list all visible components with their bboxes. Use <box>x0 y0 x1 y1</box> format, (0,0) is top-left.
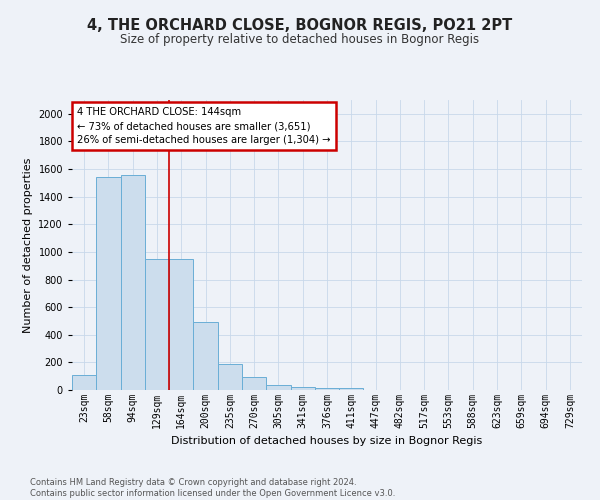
Bar <box>96 178 121 390</box>
Bar <box>242 377 266 390</box>
Bar <box>290 386 315 390</box>
Bar <box>145 259 169 390</box>
Text: 4 THE ORCHARD CLOSE: 144sqm
← 73% of detached houses are smaller (3,651)
26% of : 4 THE ORCHARD CLOSE: 144sqm ← 73% of det… <box>77 108 331 146</box>
Text: Size of property relative to detached houses in Bognor Regis: Size of property relative to detached ho… <box>121 32 479 46</box>
Text: Contains HM Land Registry data © Crown copyright and database right 2024.
Contai: Contains HM Land Registry data © Crown c… <box>30 478 395 498</box>
Bar <box>169 259 193 390</box>
Bar <box>339 388 364 390</box>
Text: 4, THE ORCHARD CLOSE, BOGNOR REGIS, PO21 2PT: 4, THE ORCHARD CLOSE, BOGNOR REGIS, PO21… <box>88 18 512 32</box>
Bar <box>193 322 218 390</box>
Y-axis label: Number of detached properties: Number of detached properties <box>23 158 33 332</box>
Bar <box>266 385 290 390</box>
Bar <box>72 375 96 390</box>
X-axis label: Distribution of detached houses by size in Bognor Regis: Distribution of detached houses by size … <box>172 436 482 446</box>
Bar <box>218 364 242 390</box>
Bar <box>121 174 145 390</box>
Bar <box>315 388 339 390</box>
